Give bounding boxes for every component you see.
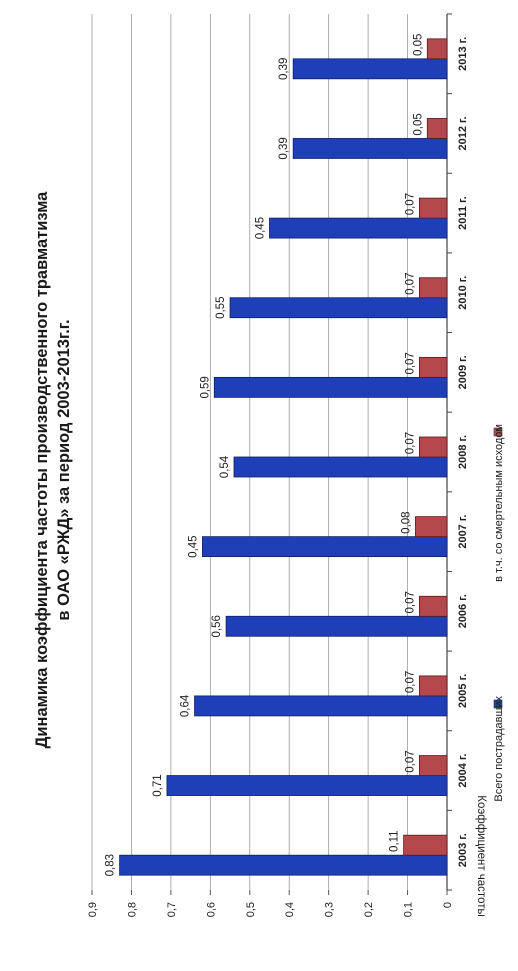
category-label: 2011 г. bbox=[457, 196, 469, 229]
y-tick-label: 0,8 bbox=[126, 902, 138, 917]
data-label-fatal: 0,08 bbox=[400, 511, 412, 533]
bar-fatal bbox=[418, 755, 448, 776]
category-label: 2006 г. bbox=[457, 594, 469, 628]
data-label-fatal: 0,05 bbox=[412, 113, 424, 135]
y-tick-label: 0,3 bbox=[324, 902, 336, 917]
legend: Всего пострадавших в т.ч. со смертельным … bbox=[493, 424, 505, 802]
category-label: 2005 г. bbox=[457, 674, 469, 708]
bar-total-injured bbox=[292, 58, 448, 80]
y-tick-label: 0,6 bbox=[205, 902, 217, 917]
y-tick-label: 0,4 bbox=[284, 902, 296, 917]
category-label: 2013 г. bbox=[457, 37, 469, 71]
legend-total-injured-label: Всего пострадавших bbox=[493, 696, 505, 802]
category-label: 2007 г. bbox=[457, 515, 469, 549]
bar-total-injured bbox=[202, 536, 448, 558]
bar-total-injured bbox=[119, 854, 448, 876]
category-label: 2012 г. bbox=[457, 116, 469, 150]
y-tick-label: 0,7 bbox=[166, 902, 178, 917]
data-label-fatal: 0,11 bbox=[389, 830, 401, 852]
data-label-fatal: 0,07 bbox=[404, 671, 416, 693]
data-label-fatal: 0,05 bbox=[412, 34, 424, 56]
data-label-fatal: 0,07 bbox=[404, 591, 416, 613]
legend-fatal-label: в т.ч. со смертельным исходом bbox=[493, 424, 505, 582]
data-label-total-injured: 0,71 bbox=[152, 774, 164, 796]
legend-total-injured-swatch bbox=[493, 699, 503, 709]
data-label-total-injured: 0,39 bbox=[278, 137, 290, 159]
bar-total-injured bbox=[194, 695, 448, 717]
bar-fatal bbox=[426, 38, 448, 60]
data-label-total-injured: 0,56 bbox=[211, 615, 223, 637]
y-tick-label: 0,5 bbox=[245, 902, 257, 917]
bar-fatal bbox=[418, 436, 448, 458]
chart-title-line1: Динамика коэффициента частоты производст… bbox=[33, 191, 51, 749]
bar-fatal bbox=[418, 356, 448, 378]
bar-fatal bbox=[418, 197, 448, 219]
data-label-fatal: 0,07 bbox=[404, 273, 416, 295]
category-label: 2003 г. bbox=[457, 833, 469, 867]
y-tick-label: 0,1 bbox=[403, 902, 415, 917]
chart-title-line2: в ОАО «РЖД» за период 2003-2013г.г. bbox=[55, 319, 73, 620]
data-label-fatal: 0,07 bbox=[404, 352, 416, 374]
data-label-total-injured: 0,45 bbox=[187, 535, 199, 557]
bar-fatal bbox=[426, 118, 448, 139]
y-tick-label: 0 bbox=[442, 902, 454, 908]
legend-fatal-swatch bbox=[493, 427, 503, 437]
bar-total-injured bbox=[269, 217, 448, 239]
category-label: 2008 г. bbox=[457, 435, 469, 469]
y-axis-title: Коэффициент частоты bbox=[475, 795, 487, 916]
data-label-total-injured: 0,83 bbox=[105, 854, 117, 876]
data-label-total-injured: 0,59 bbox=[199, 376, 211, 398]
data-label-total-injured: 0,55 bbox=[215, 297, 227, 319]
bar-fatal bbox=[418, 277, 448, 299]
bar-fatal bbox=[418, 595, 448, 617]
bar-total-injured bbox=[229, 297, 448, 319]
bar-total-injured bbox=[166, 775, 448, 796]
data-label-total-injured: 0,39 bbox=[278, 58, 290, 80]
bar-fatal bbox=[418, 675, 448, 697]
data-label-total-injured: 0,64 bbox=[180, 694, 192, 717]
category-label: 2004 г. bbox=[457, 754, 469, 788]
plot-area: 0 0,1 0,2 0,3 0,4 0,5 0,6 0,7 0,8 0,9 0,83 0,11 2003… bbox=[87, 13, 469, 917]
data-label-fatal: 0,07 bbox=[404, 432, 416, 454]
bar-total-injured bbox=[292, 138, 448, 159]
y-tick-label: 0,9 bbox=[87, 902, 99, 917]
bar-total-injured bbox=[225, 615, 448, 637]
category-label: 2010 г. bbox=[457, 276, 469, 310]
data-label-total-injured: 0,54 bbox=[219, 455, 231, 478]
bar-total-injured bbox=[213, 376, 448, 398]
category-label: 2009 г. bbox=[457, 355, 469, 389]
data-label-fatal: 0,07 bbox=[404, 193, 416, 215]
bar-total-injured bbox=[233, 456, 448, 478]
data-label-fatal: 0,07 bbox=[404, 750, 416, 772]
bar-fatal bbox=[415, 516, 448, 538]
y-tick-label: 0,2 bbox=[363, 902, 375, 917]
data-label-total-injured: 0,45 bbox=[255, 217, 267, 239]
bar-fatal bbox=[403, 834, 448, 856]
